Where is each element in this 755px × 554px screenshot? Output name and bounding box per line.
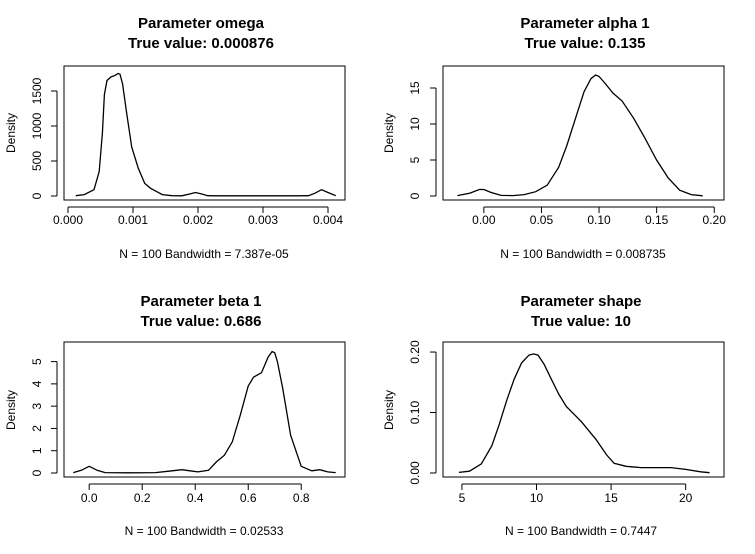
panel-omega: Parameter omega True value: 0.000876 0.0… bbox=[4, 15, 346, 261]
x-axis-label: N = 100 Bandwidth = 0.7447 bbox=[505, 524, 657, 538]
y-axis-label: Density bbox=[4, 390, 18, 430]
y-tick-label: 1 bbox=[30, 447, 44, 454]
y-tick-label: 500 bbox=[30, 151, 44, 171]
y-axis: 0.00 0.10 0.20 bbox=[408, 340, 437, 485]
y-axis: 0 5 10 15 bbox=[408, 81, 437, 199]
x-axis-label: N = 100 Bandwidth = 7.387e-05 bbox=[119, 247, 289, 261]
y-tick-label: 5 bbox=[408, 156, 422, 163]
y-axis-label: Density bbox=[4, 113, 18, 153]
y-tick-label: 15 bbox=[408, 81, 422, 95]
x-tick-label: 0.2 bbox=[134, 491, 151, 505]
x-tick-label: 0.10 bbox=[587, 213, 611, 227]
x-tick-label: 0.20 bbox=[703, 213, 727, 227]
y-tick-label: 0 bbox=[30, 192, 44, 199]
chart-title: Parameter beta 1 bbox=[141, 293, 262, 310]
x-tick-label: 0.8 bbox=[293, 491, 310, 505]
panel-shape: Parameter shape True value: 10 5 10 15 20 0… bbox=[382, 293, 725, 538]
y-tick-label: 0 bbox=[30, 469, 44, 476]
x-tick-label: 0.05 bbox=[530, 213, 554, 227]
y-axis-label: Density bbox=[382, 390, 396, 430]
chart-subtitle: True value: 0.686 bbox=[141, 313, 262, 330]
x-axis: 0.000 0.001 0.002 0.003 0.004 bbox=[53, 206, 343, 227]
x-tick-label: 0.003 bbox=[248, 213, 278, 227]
x-tick-label: 0.000 bbox=[53, 213, 83, 227]
x-tick-label: 10 bbox=[530, 491, 544, 505]
chart-subtitle: True value: 0.135 bbox=[525, 35, 646, 52]
x-tick-label: 0.6 bbox=[240, 491, 257, 505]
y-axis: 0 500 1000 1500 bbox=[30, 77, 58, 199]
y-tick-label: 1500 bbox=[30, 77, 44, 104]
plot-frame bbox=[442, 341, 725, 478]
y-tick-label: 4 bbox=[30, 380, 44, 387]
y-axis: 0 1 2 3 4 5 bbox=[30, 358, 58, 476]
x-tick-label: 0.15 bbox=[645, 213, 669, 227]
chart-subtitle: True value: 0.000876 bbox=[128, 35, 274, 52]
density-curve bbox=[457, 74, 703, 197]
x-tick-label: 20 bbox=[679, 491, 693, 505]
density-curve bbox=[73, 350, 336, 474]
y-tick-label: 2 bbox=[30, 425, 44, 432]
plot-frame bbox=[442, 65, 725, 201]
density-curve bbox=[458, 353, 710, 474]
chart-title: Parameter omega bbox=[138, 15, 265, 32]
x-tick-label: 0.4 bbox=[187, 491, 204, 505]
x-tick-label: 0.004 bbox=[313, 213, 343, 227]
y-tick-label: 0 bbox=[408, 192, 422, 199]
y-tick-label: 0.20 bbox=[408, 340, 422, 364]
plot-frame bbox=[63, 341, 346, 478]
y-tick-label: 5 bbox=[30, 358, 44, 365]
y-tick-label: 0.00 bbox=[408, 461, 422, 485]
x-tick-label: 0.002 bbox=[183, 213, 213, 227]
x-axis: 5 10 15 20 bbox=[459, 483, 693, 505]
x-axis-label: N = 100 Bandwidth = 0.008735 bbox=[500, 247, 666, 261]
panel-beta-1: Parameter beta 1 True value: 0.686 0.0 0.… bbox=[4, 293, 346, 538]
x-tick-label: 0.00 bbox=[472, 213, 496, 227]
y-tick-label: 0.10 bbox=[408, 401, 422, 425]
x-axis: 0.0 0.2 0.4 0.6 0.8 bbox=[81, 483, 310, 505]
y-tick-label: 1000 bbox=[30, 112, 44, 139]
chart-subtitle: True value: 10 bbox=[531, 313, 631, 330]
y-tick-label: 3 bbox=[30, 403, 44, 410]
x-tick-label: 0.001 bbox=[118, 213, 148, 227]
x-tick-label: 0.0 bbox=[81, 491, 98, 505]
density-curve bbox=[75, 72, 337, 197]
chart-title: Parameter alpha 1 bbox=[520, 15, 649, 32]
y-axis-label: Density bbox=[382, 113, 396, 153]
x-axis-label: N = 100 Bandwidth = 0.02533 bbox=[125, 524, 284, 538]
plot-frame bbox=[63, 65, 346, 201]
x-tick-label: 15 bbox=[604, 491, 618, 505]
panel-alpha-1: Parameter alpha 1 True value: 0.135 0.00… bbox=[382, 15, 726, 261]
x-axis: 0.00 0.05 0.10 0.15 0.20 bbox=[472, 206, 727, 227]
chart-title: Parameter shape bbox=[521, 293, 642, 310]
y-tick-label: 10 bbox=[408, 117, 422, 131]
x-tick-label: 5 bbox=[459, 491, 466, 505]
